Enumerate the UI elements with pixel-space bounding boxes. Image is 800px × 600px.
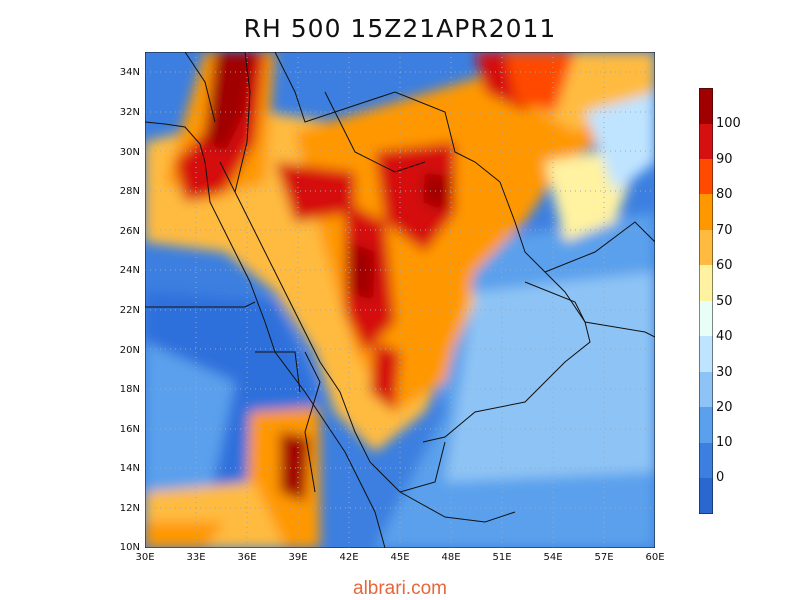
colorbar-swatch-50: [699, 265, 713, 301]
lon-tick-54e: 54E: [543, 552, 563, 563]
colorbar-label-20: 20: [716, 400, 733, 415]
colorbar-swatch-10: [699, 407, 713, 443]
colorbar-swatch-70: [699, 194, 713, 230]
colorbar-label-70: 70: [716, 223, 733, 238]
lon-tick-36e: 36E: [237, 552, 257, 563]
lon-tick-33e: 33E: [186, 552, 206, 563]
lon-tick-48e: 48E: [441, 552, 461, 563]
colorbar-label-80: 80: [716, 187, 733, 202]
colorbar-label-90: 90: [716, 152, 733, 167]
colorbar-label-50: 50: [716, 294, 733, 309]
lon-tick-60e: 60E: [645, 552, 665, 563]
colorbar-label-10: 10: [716, 435, 733, 450]
lat-tick-34n: 34N: [119, 67, 140, 78]
colorbar-swatch-80: [699, 159, 713, 194]
lat-tick-14n: 14N: [119, 463, 140, 474]
lat-tick-22n: 22N: [119, 305, 140, 316]
lon-tick-45e: 45E: [390, 552, 410, 563]
lat-tick-24n: 24N: [119, 265, 140, 276]
colorbar-swatch-40: [699, 301, 713, 336]
colorbar-swatch-60: [699, 230, 713, 265]
colorbar-swatch-90: [699, 124, 713, 159]
lon-tick-39e: 39E: [288, 552, 308, 563]
lat-tick-30n: 30N: [119, 147, 140, 158]
lat-tick-16n: 16N: [119, 424, 140, 435]
lat-tick-18n: 18N: [119, 384, 140, 395]
colorbar: [699, 88, 713, 514]
colorbar-swatch-30: [699, 336, 713, 372]
lon-tick-57e: 57E: [594, 552, 614, 563]
colorbar-label-100: 100: [716, 116, 741, 131]
colorbar-swatch-below-0: [699, 478, 713, 514]
lat-tick-28n: 28N: [119, 186, 140, 197]
colorbar-label-60: 60: [716, 258, 733, 273]
map-title: RH 500 15Z21APR2011: [243, 14, 557, 43]
colorbar-swatch-100plus: [699, 88, 713, 124]
rh-map: [145, 52, 655, 548]
rh-field-shading: [145, 52, 655, 548]
lon-tick-30e: 30E: [135, 552, 155, 563]
lat-tick-20n: 20N: [119, 345, 140, 356]
colorbar-swatch-20: [699, 372, 713, 407]
lat-tick-32n: 32N: [119, 107, 140, 118]
colorbar-label-40: 40: [716, 329, 733, 344]
lon-tick-42e: 42E: [339, 552, 359, 563]
colorbar-label-30: 30: [716, 365, 733, 380]
colorbar-label-0: 0: [716, 470, 725, 485]
colorbar-swatch-0: [699, 443, 713, 478]
lat-tick-10n: 10N: [119, 542, 140, 553]
lat-tick-12n: 12N: [119, 503, 140, 514]
lat-tick-26n: 26N: [119, 226, 140, 237]
map-grid: [145, 52, 655, 548]
site-watermark[interactable]: albrari.com: [353, 578, 447, 599]
lon-tick-51e: 51E: [492, 552, 512, 563]
coastlines-borders: [145, 52, 655, 548]
